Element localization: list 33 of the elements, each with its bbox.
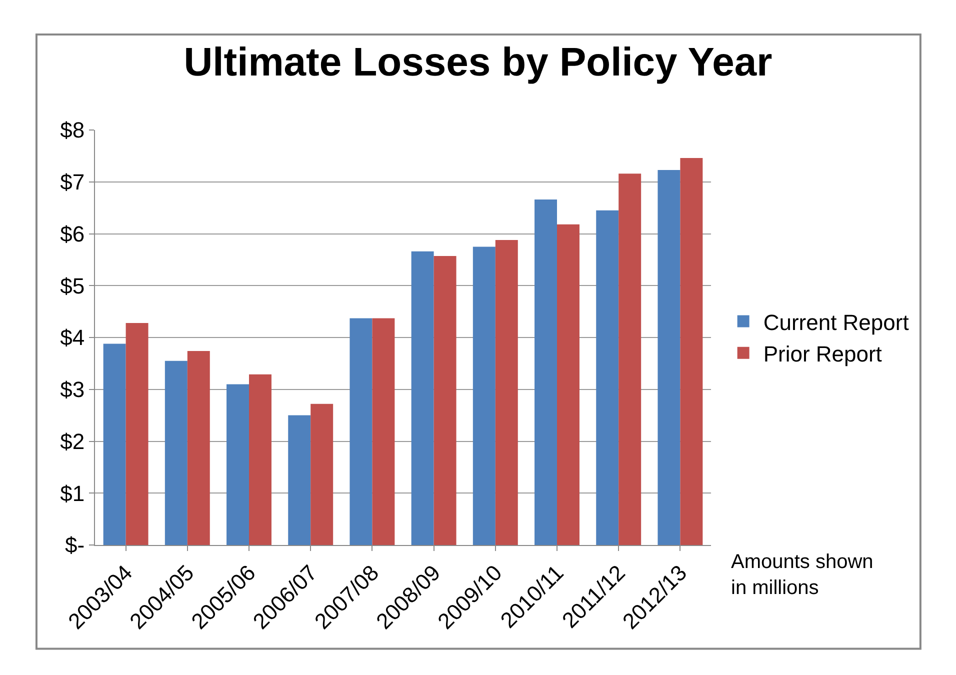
- y-tick-label: $8: [60, 118, 85, 143]
- bar: [126, 322, 148, 545]
- y-tick-label: $5: [60, 273, 85, 298]
- bar: [164, 360, 188, 545]
- y-tick-label: $3: [60, 377, 85, 402]
- bar: [557, 224, 580, 545]
- bar: [187, 350, 210, 545]
- bar: [434, 256, 456, 545]
- bar: [680, 158, 703, 545]
- bar: [372, 318, 395, 545]
- y-tick-label: $-: [65, 532, 85, 558]
- bar: [495, 240, 518, 545]
- bar: [103, 344, 126, 545]
- bar: [226, 384, 249, 545]
- y-tick-label: $4: [60, 325, 85, 350]
- bar: [596, 210, 619, 545]
- bar: [658, 170, 680, 545]
- bar: [249, 374, 272, 545]
- bar: [310, 404, 334, 545]
- bar: [411, 251, 434, 545]
- legend-label: Prior Report: [763, 341, 882, 366]
- y-tick-label: $1: [60, 480, 85, 506]
- chart-title: Ultimate Losses by Policy Year: [184, 40, 772, 84]
- y-tick-label: $2: [60, 428, 85, 454]
- text: Amounts shown in millions: [731, 551, 874, 599]
- bar: [350, 318, 372, 545]
- y-tick-label: $7: [60, 170, 85, 195]
- legend-label: Current Report: [763, 310, 909, 335]
- bar: [534, 200, 557, 545]
- bar: [472, 246, 496, 545]
- bar: [618, 174, 642, 545]
- y-tick-label: $6: [60, 221, 85, 246]
- bar: [288, 415, 311, 545]
